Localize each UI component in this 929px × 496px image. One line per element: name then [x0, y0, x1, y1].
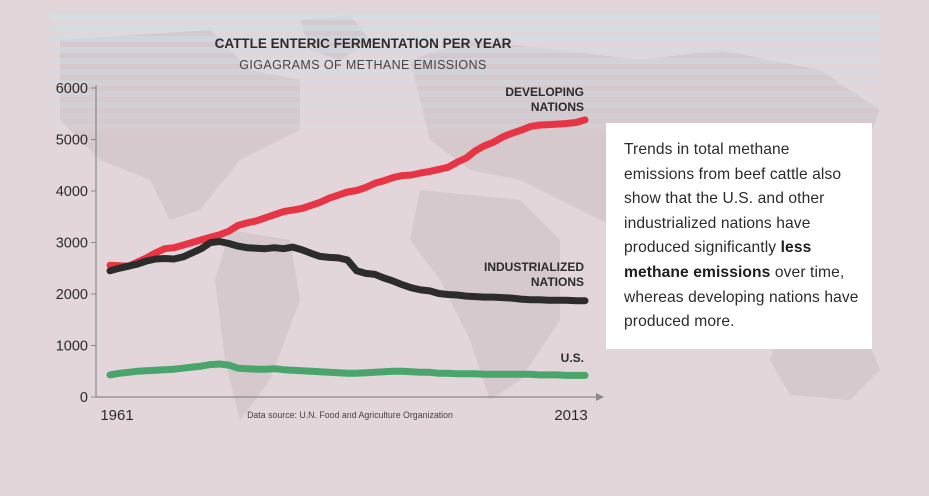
background-stripe [50, 47, 880, 53]
y-tick-label: 2000 [56, 287, 88, 303]
y-tick-label: 5000 [56, 133, 88, 149]
chart-labels: DEVELOPINGNATIONSINDUSTRIALIZEDNATIONSU.… [484, 85, 584, 365]
background-stripe [50, 58, 880, 64]
y-tick-label: 3000 [56, 236, 88, 252]
chart-subtitle: GIGAGRAMS OF METHANE EMISSIONS [239, 58, 486, 72]
background-stripe [50, 124, 880, 130]
series-label-developing-nations: DEVELOPING [505, 85, 584, 99]
background-stripe [50, 102, 880, 108]
background-stripe [50, 80, 880, 86]
info-text-box: Trends in total methane emissions from b… [606, 123, 872, 349]
series-label-industrialized-nations: NATIONS [531, 275, 584, 289]
y-tick-label: 1000 [56, 339, 88, 355]
info-text-conclusion: over time, whereas developing nations ha… [624, 263, 859, 331]
background-stripe [50, 113, 880, 119]
info-text-highlight: less methane emissions [624, 239, 812, 281]
series-label-industrialized-nations: INDUSTRIALIZED [484, 260, 584, 274]
y-tick-label: 6000 [56, 81, 88, 97]
background-stripe [50, 25, 880, 31]
chart-series [106, 116, 589, 379]
background-stripe [50, 69, 880, 75]
series-line-developing-nations [106, 116, 589, 270]
background-stripe [50, 91, 880, 97]
series-line-industrialized-nations [106, 238, 589, 305]
x-tick-label-start: 1961 [100, 407, 133, 424]
series-label-us: U.S. [561, 351, 584, 365]
background-stripes [50, 14, 880, 130]
background-stripe [50, 14, 880, 20]
chart-title: CATTLE ENTERIC FERMENTATION PER YEAR [215, 36, 512, 51]
background-stripe [50, 36, 880, 42]
y-tick-label: 0 [80, 390, 88, 406]
info-text-intro: Trends in total methane emissions from b… [624, 141, 842, 257]
x-tick-label-end: 2013 [554, 407, 587, 424]
series-label-developing-nations: NATIONS [531, 100, 584, 114]
chart-axes: 0 1000 2000 3000 4000 5000 6000 1961 2013 [56, 81, 604, 424]
x-axis-arrow [596, 393, 604, 401]
data-source-note: Data source: U.N. Food and Agriculture O… [247, 410, 453, 420]
y-tick-label: 4000 [56, 184, 88, 200]
series-line-us [106, 360, 589, 379]
